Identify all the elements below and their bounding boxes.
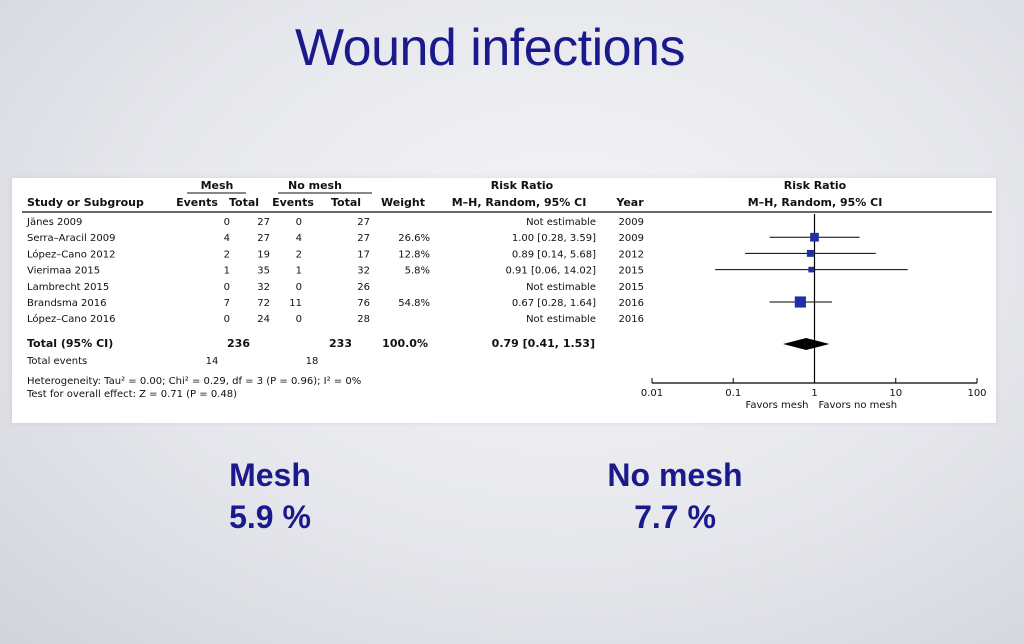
total-weight: 100.0% [382,337,428,350]
forest-plot-svg: Mesh No mesh Risk Ratio Risk Ratio Study… [22,179,992,411]
study-effect-marker [810,232,819,242]
total-mesh: 27 [257,233,270,244]
slide-title: Wound infections [295,19,685,77]
year: 2015 [619,266,644,277]
risk-ratio-ci: 1.00 [0.28, 3.59] [512,233,596,244]
weight: 12.8% [398,249,430,260]
favors-nomesh-label: Favors no mesh [819,400,898,411]
x-tick-label: 0.1 [725,388,741,399]
heterogeneity-text: Heterogeneity: Tau² = 0.00; Chi² = 0.29,… [27,376,361,387]
header-mesh-group: Mesh [201,179,234,192]
weight: 5.8% [405,266,430,277]
events-mesh: 0 [224,314,230,325]
events-mesh: 2 [224,249,230,260]
year: 2016 [619,314,644,325]
col-weight: Weight [381,196,425,209]
x-tick-label: 1 [811,388,817,399]
total-mesh: 236 [227,337,250,350]
events-nomesh: 4 [296,233,302,244]
events-nomesh: 0 [296,314,302,325]
study-effect-marker [794,296,806,308]
study-name: Brandsma 2016 [27,298,107,309]
total-events-mesh: 14 [206,356,219,367]
total-rr: 0.79 [0.41, 1.53] [492,337,595,350]
study-name: Serra–Aracil 2009 [27,233,115,244]
total-events-nomesh: 18 [306,356,319,367]
mesh-summary: Mesh 5.9 % [210,454,330,538]
risk-ratio-ci: 0.91 [0.06, 14.02] [506,266,597,277]
col-year: Year [615,196,644,209]
risk-ratio-ci: 0.89 [0.14, 5.68] [512,249,596,260]
total-nomesh: 27 [357,217,370,228]
col-total-nomesh: Total [331,196,361,209]
study-name: López–Cano 2012 [27,248,115,260]
nomesh-summary: No mesh 7.7 % [565,454,785,538]
col-events-nomesh: Events [272,196,314,209]
header-plot-group: Risk Ratio [784,179,847,192]
forest-plot: 0.01 0.1 1 10 100 Favors mesh Favors no mesh [641,214,987,411]
mesh-label: Mesh [229,457,311,493]
study-name: Jänes 2009 [26,217,82,228]
risk-ratio-ci: Not estimable [526,217,596,228]
events-mesh: 7 [224,298,230,309]
total-mesh: 19 [257,249,270,260]
col-study: Study or Subgroup [27,196,144,209]
total-mesh: 32 [257,282,270,293]
study-effect-marker [806,249,814,257]
study-name: Vierimaa 2015 [27,266,100,277]
x-tick-label: 0.01 [641,388,663,399]
total-nomesh: 28 [357,314,370,325]
total-mesh: 35 [257,266,270,277]
col-events-mesh: Events [176,196,218,209]
total-mesh: 27 [257,217,270,228]
total-events-label: Total events [26,356,87,367]
total-nomesh: 233 [329,337,352,350]
total-mesh: 72 [257,298,270,309]
overall-effect-text: Test for overall effect: Z = 0.71 (P = 0… [26,389,237,400]
col-total-mesh: Total [229,196,259,209]
study-rows: Jänes 2009 0 27 0 27 Not estimable 2009Serra–A… [26,217,644,325]
events-nomesh: 0 [296,217,302,228]
total-label: Total (95% CI) [27,337,113,350]
total-nomesh: 32 [357,266,370,277]
total-nomesh: 17 [357,249,370,260]
events-nomesh: 0 [296,282,302,293]
year: 2009 [619,233,644,244]
events-mesh: 0 [224,282,230,293]
favors-mesh-label: Favors mesh [746,400,809,411]
events-nomesh: 2 [296,249,302,260]
study-name: López–Cano 2016 [27,313,115,325]
total-nomesh: 76 [357,298,370,309]
col-method: M–H, Random, 95% CI [452,196,587,209]
forest-plot-panel: Mesh No mesh Risk Ratio Risk Ratio Study… [12,178,996,423]
weight: 54.8% [398,298,430,309]
events-nomesh: 1 [296,266,302,277]
header-nomesh-group: No mesh [288,179,342,192]
header-rr-group: Risk Ratio [491,179,554,192]
events-mesh: 1 [224,266,230,277]
risk-ratio-ci: Not estimable [526,314,596,325]
year: 2009 [619,217,644,228]
events-mesh: 0 [224,217,230,228]
risk-ratio-ci: Not estimable [526,282,596,293]
study-name: Lambrecht 2015 [27,282,109,293]
pooled-effect-diamond [783,338,830,350]
nomesh-label: No mesh [607,457,743,493]
x-tick-label: 10 [889,388,902,399]
study-effect-marker [808,266,814,273]
year: 2016 [619,298,644,309]
risk-ratio-ci: 0.67 [0.28, 1.64] [512,298,596,309]
total-nomesh: 27 [357,233,370,244]
col-plot-method: M–H, Random, 95% CI [748,196,883,209]
events-nomesh: 11 [289,298,302,309]
events-mesh: 4 [224,233,230,244]
year: 2012 [619,249,644,260]
nomesh-rate: 7.7 % [634,499,716,535]
weight: 26.6% [398,233,430,244]
x-tick-label: 100 [967,388,986,399]
total-nomesh: 26 [357,282,370,293]
total-mesh: 24 [257,314,270,325]
mesh-rate: 5.9 % [229,499,311,535]
year: 2015 [619,282,644,293]
